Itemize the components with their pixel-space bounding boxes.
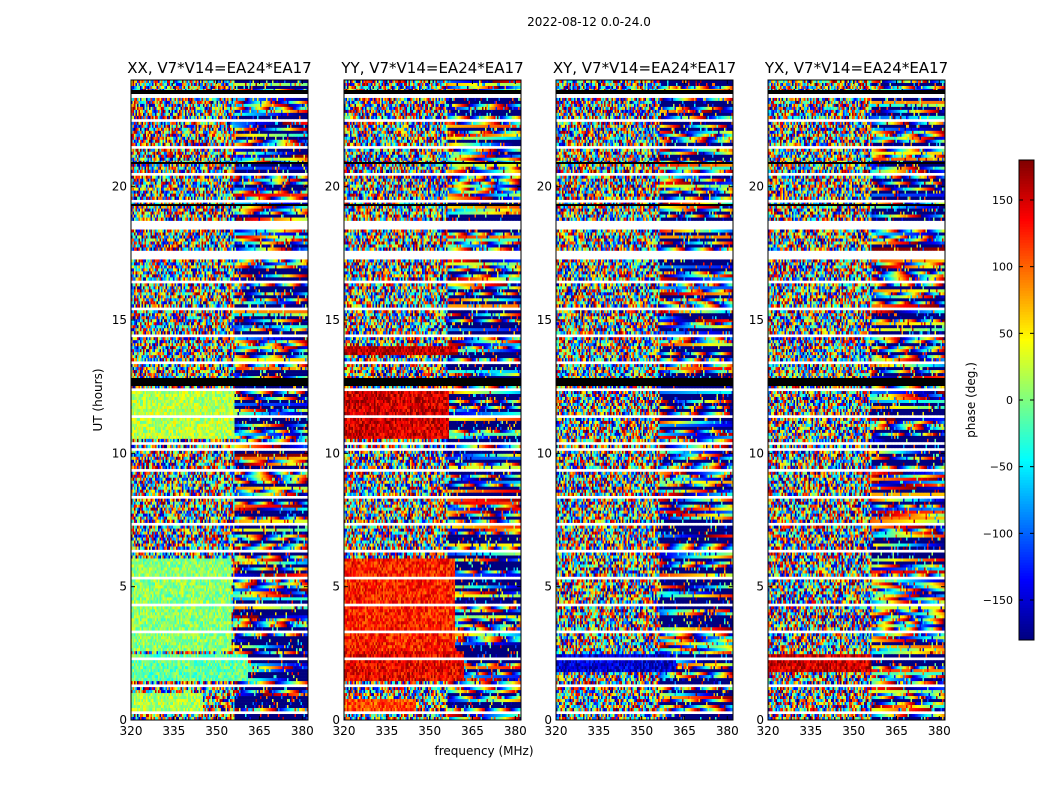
heatmap-cells [131,80,308,720]
figure-suptitle: 2022-08-12 0.0-24.0 [527,15,651,29]
panel-title: XX, V7*V14=EA24*EA17 [127,59,311,77]
figure: 2022-08-12 0.0-24.0 XX, V7*V14=EA24*EA17… [0,0,1050,800]
